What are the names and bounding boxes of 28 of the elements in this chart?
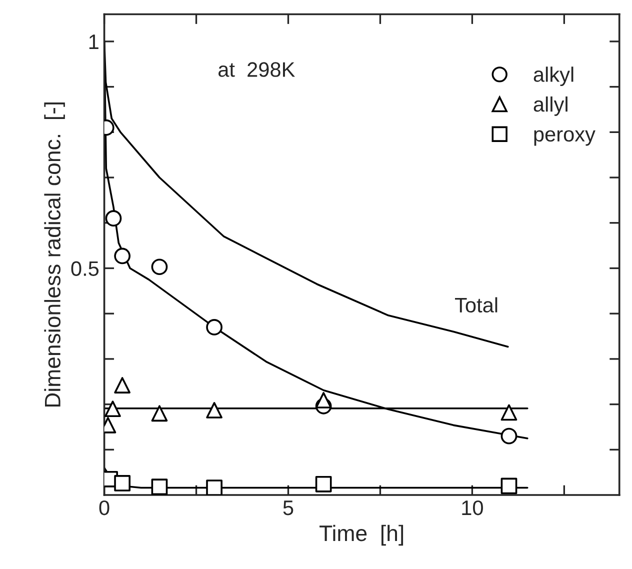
point — [104, 400, 121, 418]
legend-label: peroxy — [534, 130, 596, 146]
annotation: Total — [455, 297, 498, 313]
point — [500, 404, 518, 421]
point — [114, 475, 130, 492]
point — [500, 478, 518, 494]
point — [315, 476, 332, 492]
y-tick-label: 1 — [89, 34, 98, 49]
point — [114, 248, 130, 264]
x-tick-label: 10 — [462, 500, 483, 516]
x-tick-label: 0 — [99, 500, 110, 516]
point — [206, 480, 222, 496]
point — [500, 428, 518, 444]
point — [315, 392, 332, 408]
annotation: at 298K — [218, 62, 295, 77]
y-tick-label: 0.5 — [71, 261, 99, 276]
legend-label: alkyl — [534, 66, 574, 86]
point — [105, 210, 122, 227]
legend-label: allyl — [534, 96, 568, 116]
point — [206, 319, 222, 336]
point — [151, 405, 168, 422]
point — [114, 377, 130, 394]
y-axis-title: Dimensionless radical conc. [-] — [44, 102, 65, 407]
point — [151, 478, 168, 496]
point — [151, 258, 168, 276]
x-tick-label: 5 — [283, 500, 294, 516]
point — [206, 402, 222, 418]
x-axis-title: Time [h] — [320, 524, 404, 546]
